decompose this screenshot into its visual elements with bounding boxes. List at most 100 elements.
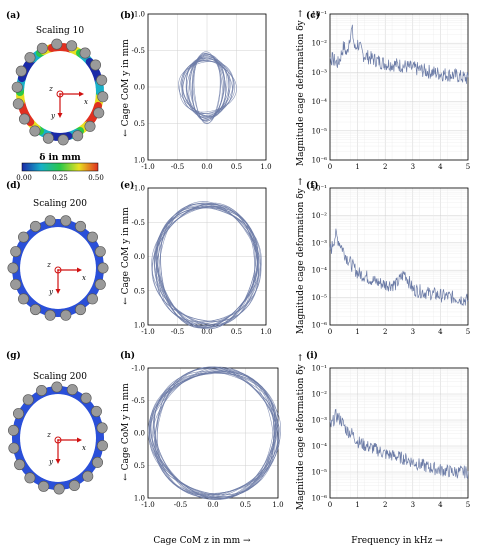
x-tick-label: 3 xyxy=(411,163,415,171)
orbit-trace-line xyxy=(148,371,277,499)
x-tick-label: 4 xyxy=(438,328,443,336)
panel-label-c: (c) xyxy=(306,10,320,21)
x-axis-letter: x xyxy=(82,274,86,282)
rolling-element xyxy=(10,246,22,258)
y-tick-label: 10⁻⁵ xyxy=(312,127,328,135)
rolling-element xyxy=(51,381,63,393)
y-tick-label: 10⁻⁶ xyxy=(312,322,328,330)
colorbar-title: δ in mm xyxy=(39,153,81,163)
rolling-element xyxy=(92,456,104,468)
orbit-trace-line xyxy=(153,371,282,499)
chart-panel-i: 0 1 2 3 4 5 10⁻⁶ 10⁻⁵ 10⁻⁴ 10⁻³ 10⁻² 10⁻¹ xyxy=(312,365,471,510)
rolling-element xyxy=(72,130,84,142)
cage-render-row1: z x y xyxy=(11,38,109,146)
y-axis-letter: y xyxy=(50,112,56,120)
chart-panel-f: 0 1 2 3 4 5 10⁻⁶ 10⁻⁵ 10⁻⁴ 10⁻³ 10⁻² 10⁻¹ xyxy=(312,185,471,337)
y-tick-label: 10⁻³ xyxy=(312,239,328,247)
rolling-element xyxy=(24,52,36,64)
rolling-element xyxy=(96,422,108,434)
x-tick-label: 3 xyxy=(411,501,415,509)
rolling-element xyxy=(12,98,24,110)
orbit-y-axis-label: ← Cage CoM y in mm xyxy=(121,207,131,305)
rolling-element xyxy=(14,459,26,471)
rolling-element xyxy=(29,304,41,316)
chart-panel-c: 0 1 2 3 4 5 10⁻⁶ 10⁻⁵ 10⁻⁴ 10⁻³ 10⁻² 10⁻¹ xyxy=(312,11,471,172)
y-tick-label: 1.0 xyxy=(134,322,145,330)
y-tick-label: 1.0 xyxy=(134,157,145,165)
orbit-x-axis-label: Cage CoM z in mm → xyxy=(153,536,251,546)
orbit-trace-line xyxy=(178,61,234,115)
rolling-element xyxy=(22,394,34,406)
panel-label-i: (i) xyxy=(306,350,318,361)
x-axis-letter: x xyxy=(82,444,86,452)
spectrum-line xyxy=(329,24,469,84)
rolling-element xyxy=(90,405,102,417)
y-tick-label: 10⁻² xyxy=(312,40,328,48)
y-tick-label: 10⁻² xyxy=(312,391,328,399)
x-tick-label: 0.5 xyxy=(231,163,242,171)
rolling-element xyxy=(29,125,41,137)
x-tick-label: 1 xyxy=(355,163,359,171)
x-tick-label: 2 xyxy=(383,163,387,171)
y-tick-label: 10⁻⁴ xyxy=(312,267,328,275)
x-tick-label: 5 xyxy=(466,328,470,336)
y-tick-label: -0.5 xyxy=(132,219,146,227)
orbit-trace-line xyxy=(153,204,256,327)
rolling-element xyxy=(8,442,20,454)
rolling-element xyxy=(94,246,106,258)
rolling-element xyxy=(57,134,69,146)
y-axis-letter: y xyxy=(48,458,54,466)
x-axis-letter: x xyxy=(84,98,88,106)
rolling-element xyxy=(75,304,87,316)
orbit-trace-line xyxy=(179,60,237,113)
rolling-element xyxy=(96,440,108,452)
z-axis-letter: z xyxy=(48,85,53,93)
colorbar: δ in mm 0.00 0.25 0.50 xyxy=(16,153,104,182)
y-tick-label: 0.0 xyxy=(134,430,145,438)
rolling-element xyxy=(97,91,109,103)
plot-frame xyxy=(329,367,469,499)
y-tick-label: -1.0 xyxy=(132,11,146,19)
panel-label-h: (h) xyxy=(120,350,135,361)
y-tick-label: -1.0 xyxy=(132,365,146,373)
panel-label-f: (f) xyxy=(306,180,318,191)
y-axis-letter: y xyxy=(48,288,54,296)
chart-panel-b: -1.0 -0.5 0.0 0.5 1.0-1.0-0.50.00.51.0 xyxy=(132,11,272,172)
chart-panel-h: -1.0 -0.5 0.0 0.5 1.0-1.0-0.50.00.51.0 xyxy=(132,365,284,510)
panel-label-g: (g) xyxy=(6,350,21,361)
rolling-element xyxy=(86,293,98,305)
y-tick-label: 0.0 xyxy=(134,253,145,261)
x-tick-label: 0.0 xyxy=(201,163,212,171)
panel-label-a: (a) xyxy=(6,10,20,21)
scaling-label-row1: Scaling 10 xyxy=(36,26,84,36)
rolling-element xyxy=(24,472,36,484)
x-tick-label: 2 xyxy=(383,501,387,509)
rolling-element xyxy=(84,120,96,132)
colorbar-tick-2: 0.50 xyxy=(88,174,104,182)
x-tick-label: -0.5 xyxy=(171,163,185,171)
x-tick-label: 4 xyxy=(438,163,443,171)
y-tick-label: 0.0 xyxy=(134,84,145,92)
rolling-element xyxy=(29,220,41,232)
panel-label-e: (e) xyxy=(120,180,134,191)
rolling-element xyxy=(80,392,92,404)
z-axis-letter: z xyxy=(46,431,51,439)
y-axis-arrowhead-icon xyxy=(55,459,61,464)
rolling-element xyxy=(15,65,27,77)
rolling-element xyxy=(36,42,48,54)
x-tick-label: 5 xyxy=(466,163,470,171)
spectrum-y-axis-label: Magnitude cage deformation δy → xyxy=(296,9,306,166)
rolling-element xyxy=(68,479,80,491)
y-tick-label: 0.5 xyxy=(134,462,145,470)
panel-label-b: (b) xyxy=(120,10,135,21)
y-axis-arrowhead-icon xyxy=(57,113,63,118)
orbit-trace-line xyxy=(155,207,259,328)
rolling-element xyxy=(60,215,72,227)
y-tick-label: 10⁻⁴ xyxy=(312,98,328,106)
plot-frame xyxy=(329,187,469,326)
y-tick-label: 10⁻⁴ xyxy=(312,443,328,451)
y-tick-label: 0.5 xyxy=(134,120,145,128)
rolling-element xyxy=(42,132,54,144)
orbit-trace-line xyxy=(147,370,276,497)
